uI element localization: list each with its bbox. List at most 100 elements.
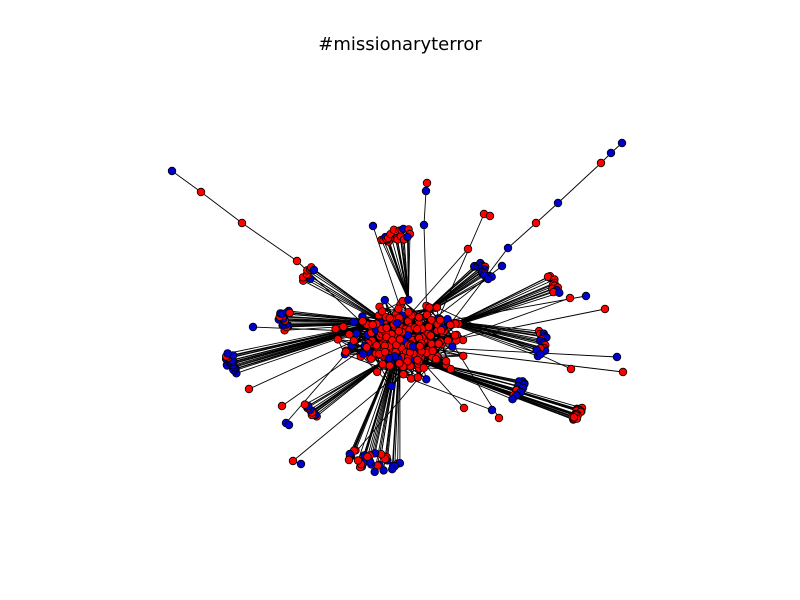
graph-node-red (404, 308, 413, 317)
graph-edge (344, 353, 493, 411)
graph-node-blue (448, 342, 457, 351)
graph-node-red (380, 347, 390, 357)
graph-node-red (395, 359, 404, 368)
graph-edge (417, 359, 524, 389)
graph-node-red (485, 211, 495, 221)
graph-edge (417, 359, 513, 400)
graph-node-red (414, 313, 424, 322)
graph-node-blue (309, 265, 319, 275)
graph-node-red (339, 322, 348, 331)
graph-node-red (368, 320, 377, 329)
graph-node-red (428, 346, 437, 356)
graph-node-red (406, 374, 416, 383)
graph-edge (311, 357, 390, 413)
graph-node-blue (393, 318, 402, 328)
graph-node-red (292, 256, 302, 266)
graph-node-red (450, 331, 460, 340)
graph-node-red (531, 218, 541, 228)
graph-node-red (394, 327, 404, 336)
graph-node-red (378, 359, 387, 369)
graph-node-blue (380, 295, 389, 305)
graph-node-red (425, 303, 434, 312)
graph-node-red (446, 364, 455, 374)
graph-node-red (394, 304, 403, 313)
graph-node-red (422, 178, 432, 188)
graph-node-blue (555, 288, 564, 297)
graph-node-red (600, 304, 610, 314)
graph-node-blue (581, 291, 591, 301)
graph-node-blue (284, 420, 294, 430)
graph-node-blue (248, 322, 258, 332)
graph-edge (407, 236, 409, 300)
graph-node-blue (503, 243, 513, 253)
graph-edge (535, 202, 559, 224)
graph-node-blue (612, 352, 622, 362)
graph-node-red (596, 158, 606, 168)
graph-node-red (431, 355, 441, 364)
graph-node-red (424, 322, 433, 332)
graph-node-blue (606, 148, 616, 158)
graph-node-red (435, 315, 445, 325)
graph-node-blue (553, 198, 563, 208)
graph-node-red (419, 363, 428, 372)
graph-node-red (441, 357, 451, 366)
graph-node-blue (358, 349, 368, 358)
graph-node-blue (385, 353, 394, 363)
graph-node-red (459, 351, 468, 361)
graph-node-red (413, 373, 423, 382)
graph-node-blue (368, 221, 378, 231)
graph-node-red (196, 187, 206, 197)
graph-node-red (345, 330, 354, 339)
graph-node-blue (404, 295, 413, 304)
graph-node-red (244, 384, 254, 394)
graph-node-red (353, 456, 363, 465)
graph-edge (507, 222, 537, 249)
graph-node-red (459, 403, 469, 413)
graph-node-blue (349, 317, 358, 326)
graph-node-red (382, 323, 391, 333)
graph-edge (423, 190, 427, 226)
graph-node-blue (421, 186, 431, 196)
graph-node-red (349, 336, 358, 345)
graph-node-red (413, 355, 422, 365)
graph-node-red (569, 413, 579, 422)
graph-node-red (277, 401, 287, 411)
graph-node-blue (487, 405, 497, 415)
graph-node-red (434, 339, 443, 348)
graph-node-red (362, 343, 371, 352)
graph-node-red (427, 315, 436, 325)
graph-edge (410, 345, 624, 373)
graph-node-red (341, 347, 350, 356)
graph-node-blue (617, 138, 627, 148)
graph-node-red (395, 335, 405, 344)
graph-node-red (618, 367, 628, 377)
graph-node-red (237, 218, 247, 228)
graph-edge (241, 222, 298, 262)
graph-node-red (494, 413, 504, 423)
graph-edge (417, 359, 517, 396)
graph-node-red (372, 341, 381, 350)
graph-node-red (412, 325, 422, 334)
graph-edge (436, 306, 572, 370)
graph-node-red (436, 326, 446, 335)
graph-edge (390, 234, 409, 300)
graph-edge (387, 237, 409, 300)
graph-edge (200, 191, 243, 224)
graph-edge (417, 359, 521, 393)
graph-edge (348, 356, 438, 461)
graph-node-red (331, 324, 340, 334)
graph-node-blue (497, 261, 507, 271)
graph-node-red (432, 303, 442, 312)
graph-node-red (566, 364, 576, 374)
graph-node-blue (536, 350, 545, 359)
graph-node-blue (167, 166, 177, 176)
graph-edge (171, 170, 202, 193)
graph-node-red (358, 317, 367, 326)
graph-node-blue (370, 467, 379, 477)
graph-edge (397, 239, 409, 300)
graph-node-blue (388, 465, 397, 474)
graph-node-red (415, 341, 425, 351)
graph-node-blue (403, 232, 412, 242)
